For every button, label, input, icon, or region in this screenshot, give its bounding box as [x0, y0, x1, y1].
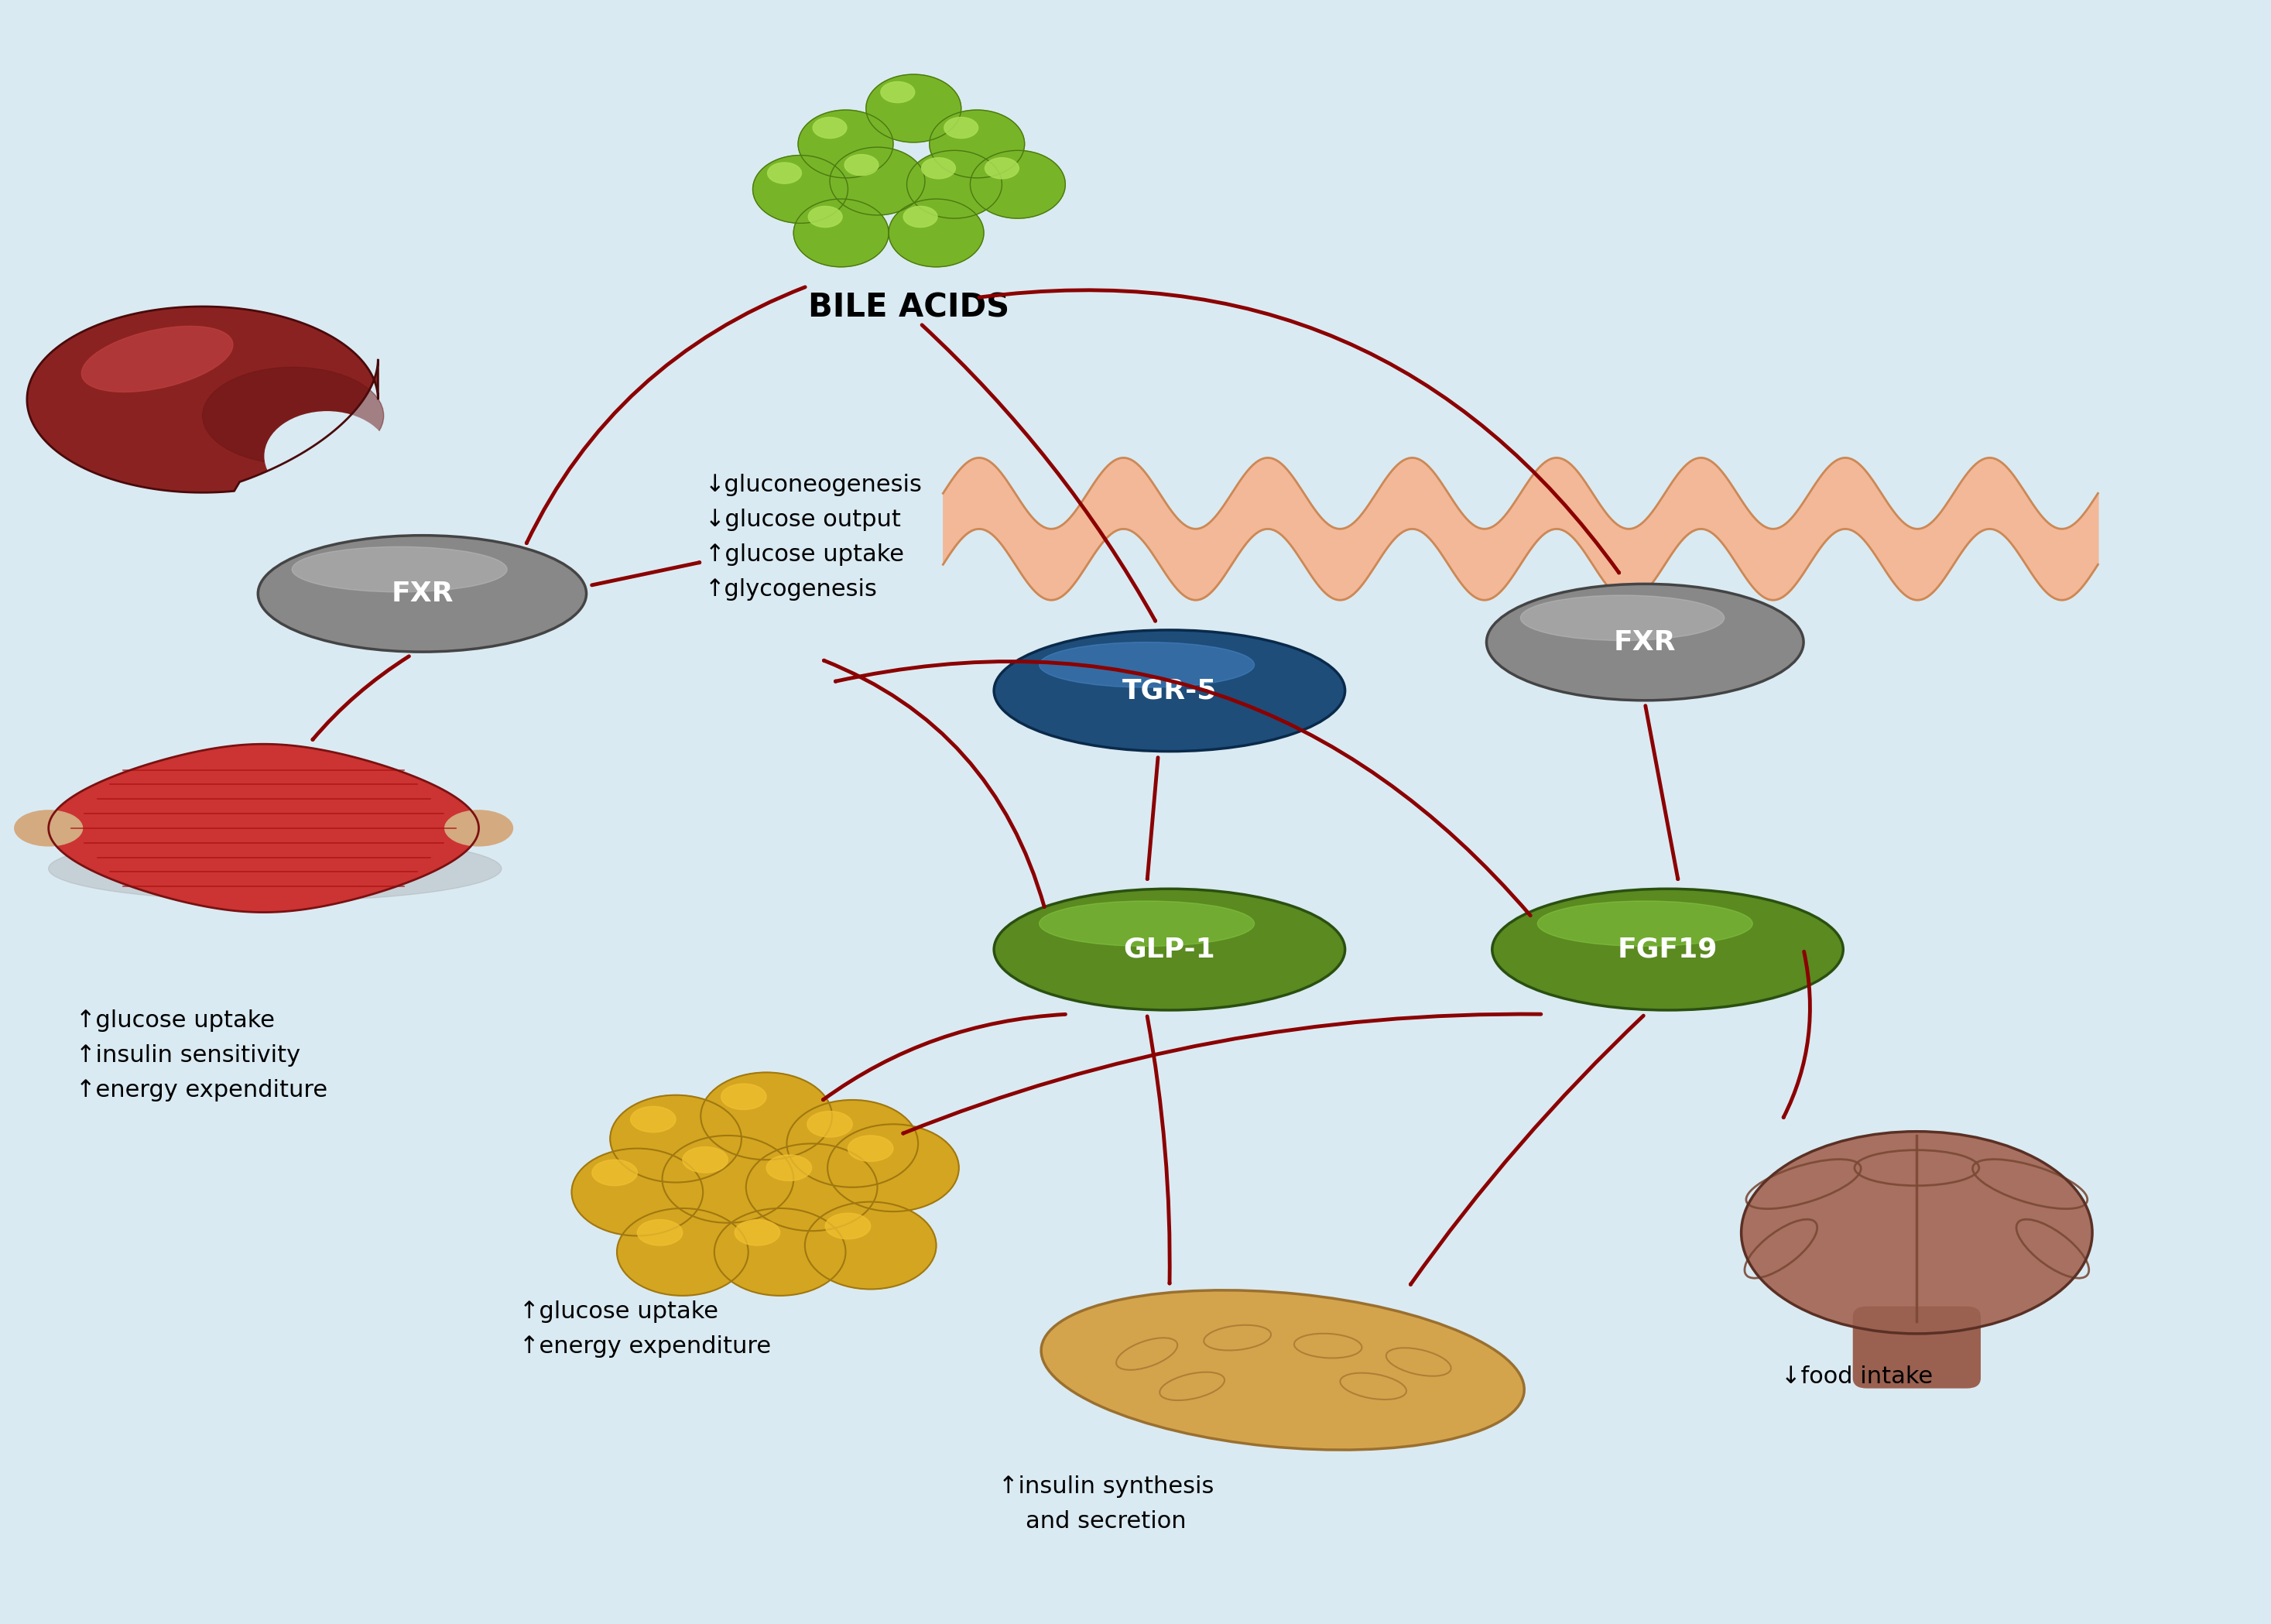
Ellipse shape — [995, 888, 1344, 1010]
Ellipse shape — [715, 1208, 845, 1296]
Ellipse shape — [752, 156, 847, 222]
Ellipse shape — [1522, 596, 1724, 640]
Ellipse shape — [922, 158, 956, 179]
Ellipse shape — [768, 162, 802, 184]
Ellipse shape — [736, 1220, 779, 1246]
Ellipse shape — [797, 110, 893, 179]
Ellipse shape — [813, 117, 847, 138]
Text: ↓food intake: ↓food intake — [1780, 1366, 1933, 1387]
Ellipse shape — [631, 1106, 677, 1132]
Ellipse shape — [970, 151, 1065, 218]
Ellipse shape — [684, 1147, 729, 1173]
Ellipse shape — [904, 206, 938, 227]
Ellipse shape — [1488, 585, 1803, 700]
Ellipse shape — [1767, 1143, 1921, 1306]
Ellipse shape — [266, 411, 388, 500]
Polygon shape — [27, 307, 377, 492]
Ellipse shape — [945, 117, 979, 138]
Ellipse shape — [1040, 1289, 1524, 1450]
Ellipse shape — [82, 326, 234, 391]
Ellipse shape — [618, 1208, 747, 1296]
Ellipse shape — [445, 810, 513, 846]
Ellipse shape — [824, 1213, 870, 1239]
Polygon shape — [48, 744, 479, 913]
Text: FXR: FXR — [1615, 628, 1676, 656]
Text: FXR: FXR — [391, 580, 454, 607]
Text: ↑glucose uptake
↑energy expenditure: ↑glucose uptake ↑energy expenditure — [520, 1301, 772, 1358]
Ellipse shape — [745, 1143, 877, 1231]
Ellipse shape — [793, 200, 888, 266]
Ellipse shape — [808, 206, 843, 227]
Text: TGR-5: TGR-5 — [1122, 677, 1217, 703]
Ellipse shape — [48, 836, 502, 901]
Ellipse shape — [806, 1111, 852, 1137]
Ellipse shape — [829, 148, 924, 214]
Ellipse shape — [995, 630, 1344, 752]
Text: ↓gluconeogenesis
↓glucose output
↑glucose uptake
↑glycogenesis: ↓gluconeogenesis ↓glucose output ↑glucos… — [706, 474, 922, 601]
Ellipse shape — [1492, 888, 1844, 1010]
Ellipse shape — [847, 1135, 893, 1161]
Ellipse shape — [888, 200, 983, 266]
Ellipse shape — [611, 1095, 740, 1182]
Ellipse shape — [722, 1083, 765, 1109]
Ellipse shape — [572, 1148, 704, 1236]
Ellipse shape — [1912, 1143, 2067, 1306]
Text: FGF19: FGF19 — [1617, 937, 1717, 963]
Ellipse shape — [259, 536, 586, 651]
Ellipse shape — [14, 810, 82, 846]
Ellipse shape — [593, 1160, 638, 1186]
Ellipse shape — [765, 1155, 811, 1181]
Ellipse shape — [1537, 901, 1753, 947]
Ellipse shape — [702, 1072, 831, 1160]
Ellipse shape — [929, 110, 1024, 179]
FancyBboxPatch shape — [1853, 1307, 1980, 1389]
Ellipse shape — [786, 1099, 917, 1187]
Ellipse shape — [986, 158, 1020, 179]
Ellipse shape — [202, 367, 384, 464]
Ellipse shape — [1742, 1132, 2092, 1333]
Ellipse shape — [906, 151, 1002, 218]
Ellipse shape — [845, 154, 879, 175]
Ellipse shape — [827, 1124, 958, 1212]
Ellipse shape — [804, 1202, 936, 1289]
Ellipse shape — [865, 75, 961, 143]
Text: GLP-1: GLP-1 — [1124, 937, 1215, 963]
Ellipse shape — [881, 81, 915, 102]
Ellipse shape — [1040, 641, 1254, 687]
Ellipse shape — [663, 1135, 793, 1223]
Text: BILE ACIDS: BILE ACIDS — [808, 291, 1011, 323]
Text: ↑glucose uptake
↑insulin sensitivity
↑energy expenditure: ↑glucose uptake ↑insulin sensitivity ↑en… — [75, 1010, 327, 1101]
Ellipse shape — [1040, 901, 1254, 947]
Text: ↑insulin synthesis
and secretion: ↑insulin synthesis and secretion — [999, 1475, 1213, 1533]
Ellipse shape — [293, 547, 506, 593]
Ellipse shape — [638, 1220, 684, 1246]
